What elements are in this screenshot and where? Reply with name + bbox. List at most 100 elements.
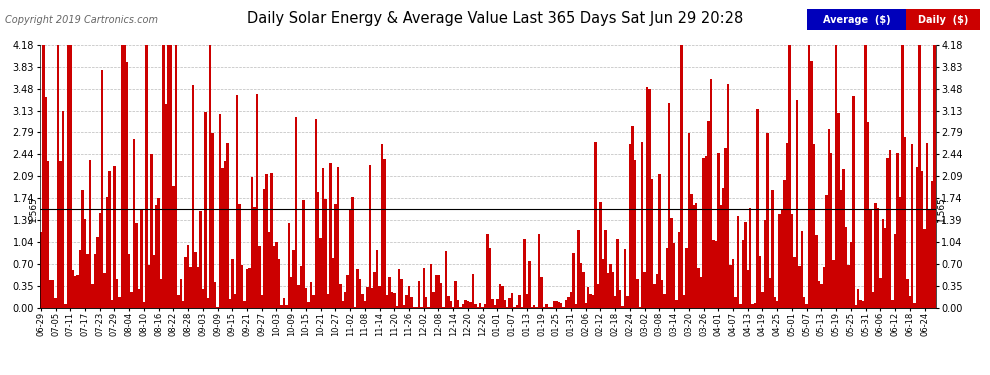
Bar <box>592 295 594 307</box>
Bar <box>560 303 562 307</box>
Bar <box>695 202 697 308</box>
Bar <box>484 304 486 307</box>
Bar <box>454 280 457 308</box>
Bar <box>94 254 96 308</box>
Bar <box>231 259 234 308</box>
Bar <box>471 274 474 308</box>
Bar <box>663 294 665 307</box>
Bar <box>874 203 876 308</box>
Bar <box>523 238 526 308</box>
Bar <box>56 45 59 308</box>
Bar <box>725 148 727 308</box>
Bar <box>136 223 138 308</box>
Bar <box>617 239 619 308</box>
Bar <box>577 230 579 308</box>
Bar <box>655 274 658 308</box>
Bar <box>835 45 838 308</box>
Bar <box>184 257 187 307</box>
Bar <box>575 304 577 307</box>
Bar <box>305 288 307 308</box>
Bar <box>199 211 202 308</box>
Bar <box>697 268 700 308</box>
Bar <box>50 280 51 308</box>
Bar <box>808 45 811 308</box>
Bar <box>818 281 820 308</box>
Bar <box>342 300 344 307</box>
Bar <box>61 111 64 308</box>
Bar <box>572 253 575 308</box>
Bar <box>81 190 84 308</box>
Bar <box>528 261 531 308</box>
Bar <box>526 294 528 308</box>
Bar <box>803 297 806 307</box>
Bar <box>363 301 366 307</box>
Bar <box>398 269 400 308</box>
Bar <box>660 280 663 308</box>
Bar <box>312 295 315 307</box>
Bar <box>612 273 614 308</box>
Bar <box>869 209 872 308</box>
Bar <box>685 248 688 308</box>
Bar <box>690 194 693 308</box>
Bar <box>282 298 285 307</box>
Bar <box>111 300 113 307</box>
Bar <box>234 294 236 307</box>
Bar <box>358 279 361 308</box>
Bar <box>793 257 796 307</box>
Bar <box>742 240 744 308</box>
Bar <box>265 174 268 308</box>
Bar <box>597 284 599 308</box>
Bar <box>84 219 86 308</box>
Bar <box>622 306 624 308</box>
Bar <box>791 214 793 308</box>
Bar <box>420 307 423 308</box>
Bar <box>844 227 847 308</box>
Bar <box>45 97 47 308</box>
Bar <box>189 267 192 308</box>
Bar <box>47 161 50 308</box>
Bar <box>749 208 751 308</box>
Bar <box>921 171 924 308</box>
Bar <box>916 167 919 308</box>
Bar <box>131 292 133 308</box>
Bar <box>644 272 645 308</box>
Bar <box>371 288 373 308</box>
Bar <box>761 292 763 308</box>
Bar <box>732 259 735 308</box>
Bar <box>410 297 413 307</box>
Bar <box>440 283 443 308</box>
Bar <box>187 244 189 308</box>
Bar <box>876 209 879 308</box>
Bar <box>582 272 584 308</box>
Bar <box>886 158 889 308</box>
Bar <box>280 305 282 308</box>
Bar <box>64 304 66 307</box>
Text: 1.565: 1.565 <box>29 196 38 222</box>
Bar <box>99 213 101 308</box>
Bar <box>310 282 312 308</box>
Bar <box>919 45 921 308</box>
Bar <box>619 290 622 308</box>
Bar <box>700 277 702 308</box>
Bar <box>297 285 300 308</box>
Bar <box>514 307 516 308</box>
Bar <box>811 61 813 308</box>
Bar <box>253 207 255 308</box>
Bar <box>106 197 108 308</box>
Bar <box>825 195 828 308</box>
Bar <box>720 205 722 308</box>
Bar <box>737 216 740 308</box>
Bar <box>881 219 884 308</box>
Bar <box>763 220 766 308</box>
Bar <box>337 167 339 308</box>
Bar <box>59 161 61 308</box>
Bar <box>123 45 126 308</box>
Bar <box>348 210 351 308</box>
Bar <box>896 153 899 308</box>
Bar <box>89 160 91 308</box>
Bar <box>430 264 433 308</box>
Bar <box>322 168 325 308</box>
Bar <box>614 296 617 307</box>
Bar <box>356 268 358 308</box>
Bar <box>594 142 597 308</box>
